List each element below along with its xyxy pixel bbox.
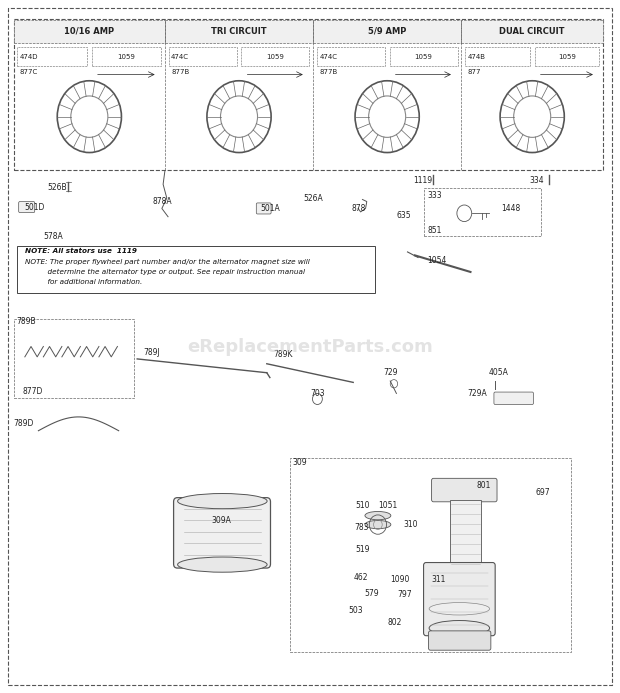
Bar (313, 20, 461, 43)
Text: 729A: 729A (467, 389, 487, 398)
Bar (169, 47, 237, 67)
Text: 1059: 1059 (415, 53, 433, 60)
Text: 878: 878 (352, 204, 366, 213)
Text: 1119: 1119 (414, 176, 433, 185)
Text: 703: 703 (310, 389, 325, 398)
Text: 697: 697 (535, 489, 550, 498)
Text: 474B: 474B (467, 53, 485, 60)
Text: 877: 877 (467, 69, 481, 76)
Bar (14, 20, 165, 43)
Text: 729: 729 (383, 368, 397, 377)
Text: 519: 519 (355, 545, 370, 554)
Text: 579: 579 (365, 589, 379, 598)
Text: 877D: 877D (23, 387, 43, 396)
Bar (17, 47, 87, 67)
Text: 789K: 789K (273, 350, 293, 359)
Text: 1059: 1059 (267, 53, 285, 60)
Text: 526A: 526A (304, 193, 324, 202)
Bar (17, 246, 375, 292)
Text: 334: 334 (529, 176, 544, 185)
Text: 789B: 789B (17, 317, 37, 326)
Text: for additional information.: for additional information. (25, 279, 142, 285)
Ellipse shape (177, 493, 267, 509)
Text: 5/9 AMP: 5/9 AMP (368, 26, 406, 35)
Text: 635: 635 (396, 211, 411, 220)
Ellipse shape (365, 520, 391, 529)
Text: 877C: 877C (20, 69, 38, 76)
Text: 802: 802 (387, 618, 402, 627)
Text: 405A: 405A (489, 368, 509, 377)
Bar (290, 458, 571, 651)
FancyBboxPatch shape (432, 478, 497, 502)
Bar (461, 20, 603, 43)
Ellipse shape (429, 603, 490, 615)
Text: 878A: 878A (153, 197, 172, 206)
Text: 311: 311 (431, 575, 445, 584)
Text: 333: 333 (427, 191, 442, 200)
Text: TRI CIRCUIT: TRI CIRCUIT (211, 26, 267, 35)
Text: determine the alternator type or output. See repair instruction manual: determine the alternator type or output.… (25, 269, 305, 275)
Text: 789D: 789D (14, 419, 34, 428)
Text: 501D: 501D (25, 202, 45, 211)
Text: 877B: 877B (319, 69, 337, 76)
Bar (424, 188, 541, 236)
Text: 1090: 1090 (390, 575, 410, 584)
Text: 310: 310 (404, 520, 418, 529)
Text: 1051: 1051 (378, 501, 397, 510)
Text: 578A: 578A (43, 231, 63, 240)
Text: 1054: 1054 (427, 256, 446, 265)
Bar (317, 47, 384, 67)
Text: eReplacementParts.com: eReplacementParts.com (187, 337, 433, 356)
Text: 783: 783 (355, 523, 369, 532)
Bar (14, 319, 134, 398)
Ellipse shape (365, 511, 391, 520)
Text: 1448: 1448 (502, 204, 521, 213)
Text: 309A: 309A (211, 516, 231, 525)
FancyBboxPatch shape (428, 631, 491, 650)
Bar (450, 500, 481, 569)
Text: 462: 462 (353, 573, 368, 582)
Text: 474D: 474D (20, 53, 38, 60)
Text: 10/16 AMP: 10/16 AMP (64, 26, 115, 35)
Bar (534, 47, 600, 67)
Text: 789J: 789J (143, 347, 160, 356)
Text: DUAL CIRCUIT: DUAL CIRCUIT (500, 26, 565, 35)
Text: 474C: 474C (171, 53, 189, 60)
Text: 501A: 501A (260, 204, 280, 213)
Text: NOTE: All stators use  1119: NOTE: All stators use 1119 (25, 248, 137, 254)
Text: NOTE: The proper flywheel part number and/or the alternator magnet size will: NOTE: The proper flywheel part number an… (25, 259, 309, 265)
Text: 797: 797 (397, 590, 412, 599)
Text: 503: 503 (348, 606, 363, 615)
Bar (389, 47, 458, 67)
Text: 1059: 1059 (558, 53, 576, 60)
Bar (465, 47, 529, 67)
FancyBboxPatch shape (174, 498, 270, 568)
Text: 877B: 877B (171, 69, 189, 76)
Text: 801: 801 (477, 482, 491, 491)
Text: 851: 851 (427, 226, 441, 235)
Ellipse shape (177, 557, 267, 572)
Text: 309: 309 (293, 458, 308, 467)
FancyBboxPatch shape (256, 203, 271, 214)
FancyBboxPatch shape (423, 563, 495, 635)
Ellipse shape (429, 620, 490, 635)
FancyBboxPatch shape (494, 392, 533, 405)
Bar (241, 47, 309, 67)
Text: 1059: 1059 (118, 53, 135, 60)
Text: 510: 510 (355, 501, 370, 510)
Text: 526B: 526B (48, 183, 68, 192)
Bar (92, 47, 161, 67)
Bar (165, 20, 313, 43)
Text: 474C: 474C (319, 53, 337, 60)
FancyBboxPatch shape (19, 202, 35, 213)
Bar (14, 19, 603, 170)
